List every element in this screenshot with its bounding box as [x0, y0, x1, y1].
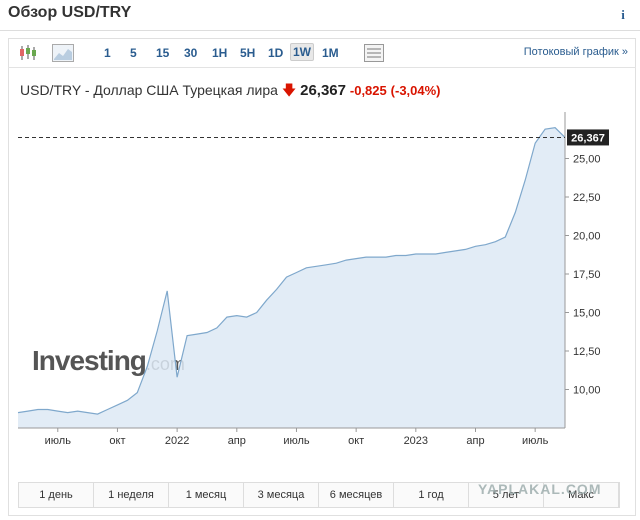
settings-icon[interactable] [364, 44, 384, 62]
candle-icon[interactable] [18, 44, 38, 62]
title: Обзор USD/TRY [8, 4, 132, 21]
area-icon[interactable] [52, 44, 74, 62]
down-arrow: 🡇 [281, 82, 297, 98]
range-button[interactable]: 1 месяц [169, 483, 244, 507]
pair-name: USD/TRY - Доллар США Турецкая лира [20, 82, 278, 98]
timeframe-button[interactable]: 1M [322, 46, 339, 60]
range-button[interactable]: 3 месяца [244, 483, 319, 507]
range-button[interactable]: 1 день [19, 483, 94, 507]
timeframe-button[interactable]: 1W [290, 43, 314, 61]
range-button[interactable]: Макс [544, 483, 619, 507]
info-button[interactable]: i [621, 7, 625, 22]
range-button[interactable]: 1 неделя [94, 483, 169, 507]
toolbar: 1 5 15 30 1H 5H 1D 1W 1M Потоковый график » [8, 38, 636, 68]
change-pct: (-3,04%) [390, 83, 441, 98]
y-tick-label: 15,00 [573, 308, 601, 320]
x-tick-label: апр [228, 435, 246, 447]
y-tick-label: 20,00 [573, 231, 601, 243]
timeframe-button[interactable]: 30 [184, 46, 198, 60]
timeframe-button[interactable]: 1D [268, 46, 284, 60]
timeframe-button[interactable]: 5H [240, 46, 256, 60]
logo-main: Investing [32, 345, 146, 376]
change: -0,825 [349, 83, 387, 98]
widget-frame [8, 38, 636, 516]
y-tick-label: 25,00 [573, 154, 601, 166]
x-tick-label: июль [283, 435, 310, 447]
x-tick-label: окт [348, 435, 364, 447]
timeframe-button[interactable]: 15 [156, 46, 170, 60]
area-fill [18, 127, 565, 428]
watermark: YAPLAKAL.COM [478, 481, 602, 497]
x-tick-label: июль [522, 435, 549, 447]
range-button[interactable]: 1 год [394, 483, 469, 507]
y-tick-label: 10,00 [573, 385, 601, 397]
divider [0, 30, 640, 31]
range-buttons: 1 день 1 неделя 1 месяц 3 месяца 6 месяцев 1 … [18, 482, 620, 508]
price: 26,367 [300, 82, 346, 99]
x-tick-label: июль [45, 435, 72, 447]
timeframe-button[interactable]: 1H [212, 46, 228, 60]
last-value-tag [567, 129, 609, 146]
x-tick-label: окт [109, 435, 125, 447]
x-tick-label: 2023 [404, 435, 428, 447]
x-tick-label: апр [466, 435, 484, 447]
timeframe-button[interactable]: 5 [130, 46, 137, 60]
range-button[interactable]: 6 месяцев [319, 483, 394, 507]
chart: Investing.com10,0012,5015,0017,5020,0022… [17, 112, 609, 447]
price-line [17, 127, 566, 415]
timeframe-button[interactable]: 1 [104, 46, 111, 60]
y-tick-label: 12,50 [573, 346, 601, 358]
y-tick-label: 22,50 [573, 192, 601, 204]
x-tick-label: 2022 [165, 435, 189, 447]
range-button[interactable]: 5 лет [469, 483, 544, 507]
last-value-label: 26,367 [571, 132, 605, 144]
y-tick-label: 17,50 [573, 269, 601, 281]
quote: USD/TRY - Доллар США Турецкая лира 🡇 26,… [20, 80, 441, 104]
streaming-link[interactable]: Потоковый график » [523, 46, 628, 58]
